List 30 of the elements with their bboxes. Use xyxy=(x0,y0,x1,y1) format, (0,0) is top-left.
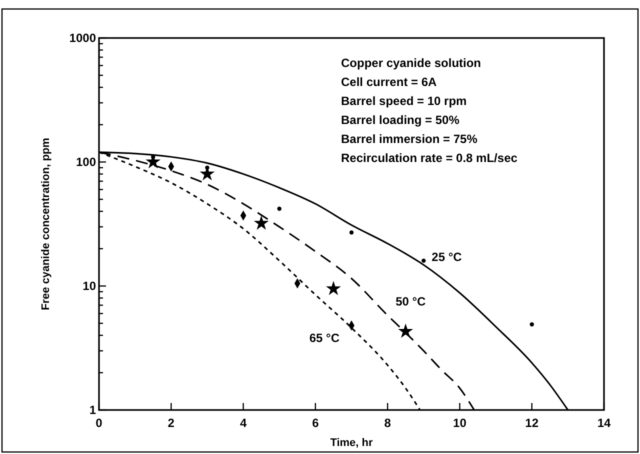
point xyxy=(422,258,426,263)
y-tick-label: 1000 xyxy=(69,31,96,46)
y-axis-title: Free cyanide concentration, ppm xyxy=(40,138,52,310)
point xyxy=(205,166,210,170)
annotation: Cell current = 6A xyxy=(341,75,438,89)
x-tick-label: 2 xyxy=(168,416,175,430)
point xyxy=(254,215,269,230)
y-tick-label: 10 xyxy=(82,279,96,294)
annotation: Recirculation rate = 0.8 mL/sec xyxy=(341,151,518,165)
x-axis-title: Time, hr xyxy=(330,437,374,449)
point xyxy=(349,230,354,235)
x-tick-label: 14 xyxy=(597,416,611,430)
series-label: 65 °C xyxy=(309,330,340,345)
series-label: 25 °C xyxy=(432,250,462,264)
x-tick-label: 12 xyxy=(525,416,539,430)
annotation: Copper cyanide solution xyxy=(341,56,482,70)
annotation: Barrel loading = 50% xyxy=(341,113,460,127)
x-tick-label: 0 xyxy=(96,416,103,430)
x-tick-label: 4 xyxy=(240,416,247,430)
point xyxy=(326,280,341,296)
annotation: Barrel immersion = 75% xyxy=(341,132,478,146)
y-tick-label: 1 xyxy=(89,403,96,418)
y-tick-label: 100 xyxy=(76,155,96,170)
x-tick-label: 8 xyxy=(384,416,392,430)
series-label: 50 °C xyxy=(396,294,426,308)
x-tick-label: 6 xyxy=(312,416,320,430)
annotation: Barrel speed = 10 rpm xyxy=(341,94,467,108)
point xyxy=(530,322,534,327)
point xyxy=(277,206,282,211)
x-tick-label: 10 xyxy=(453,416,467,430)
